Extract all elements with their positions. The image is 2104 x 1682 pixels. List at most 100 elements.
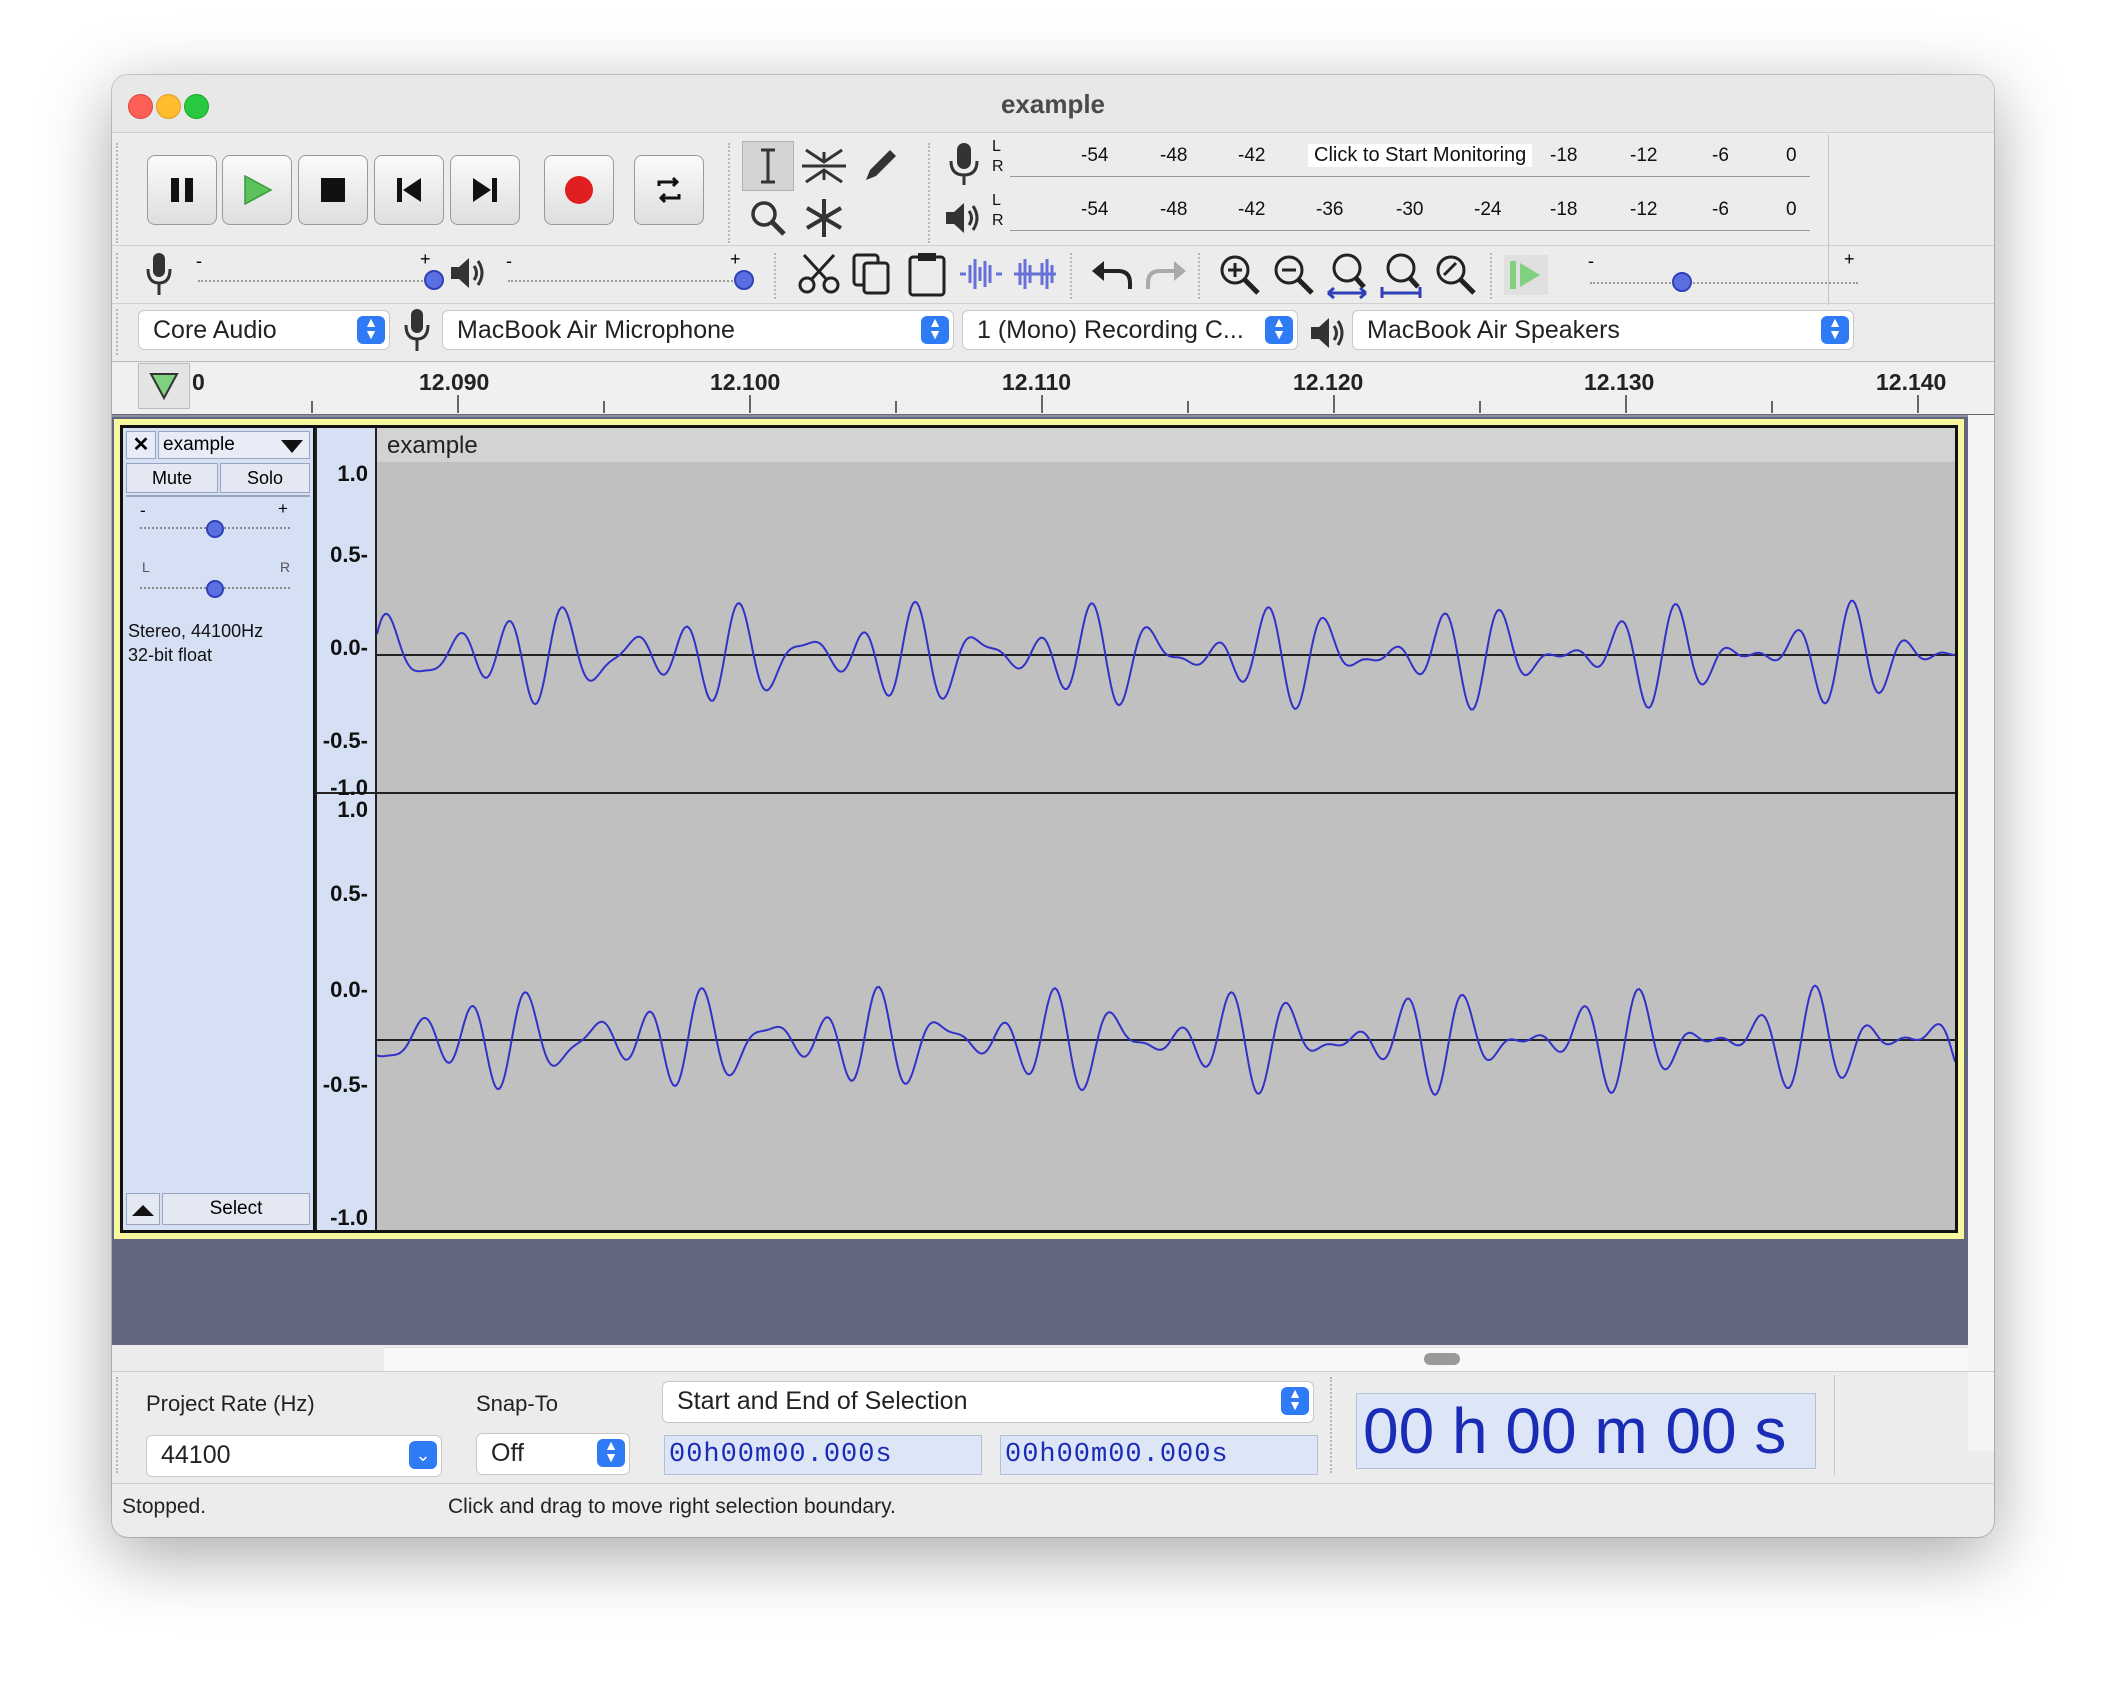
close-window-button[interactable] — [128, 94, 153, 119]
clip-name: example — [387, 432, 478, 459]
multi-tool[interactable] — [798, 193, 850, 243]
zoom-in-button[interactable] — [1216, 251, 1262, 297]
status-hint: Click and drag to move right selection b… — [448, 1495, 896, 1518]
audio-host-dropdown[interactable]: Core Audio ▲ ▼ — [138, 310, 390, 350]
envelope-tool[interactable] — [798, 141, 850, 191]
clip-title-bar[interactable]: example — [377, 428, 1955, 462]
toolbar-grip[interactable] — [116, 1377, 124, 1473]
waveform[interactable] — [377, 428, 1955, 1230]
chevron-up-down-icon: ▲ ▼ — [1821, 315, 1849, 344]
gain-plus-label: + — [278, 499, 288, 518]
toolbar-grip[interactable] — [1070, 253, 1078, 299]
cut-button[interactable] — [796, 251, 842, 297]
ruler-tick-label: 12.100 — [710, 369, 781, 395]
toolbar-grip[interactable] — [728, 143, 736, 243]
close-icon: ✕ — [132, 434, 150, 456]
scale-label: 0.5- — [330, 542, 368, 567]
toolbar-grip[interactable] — [774, 253, 782, 299]
record-meter[interactable]: -54 -48 -42 Click to Start Monitoring -1… — [1010, 143, 1810, 177]
loop-button[interactable] — [634, 155, 704, 225]
solo-button[interactable]: Solo — [220, 463, 310, 493]
slider-minus-label: - — [196, 251, 202, 271]
toolbar-grip[interactable] — [928, 143, 936, 243]
stop-button[interactable] — [298, 155, 368, 225]
selection-end-time[interactable]: 00h00m00.000s — [1000, 1435, 1318, 1475]
skip-to-end-button[interactable] — [450, 155, 520, 225]
draw-tool[interactable] — [854, 141, 906, 191]
toolbar-grip[interactable] — [1490, 253, 1498, 299]
play-button[interactable] — [222, 155, 292, 225]
record-meter-button[interactable] — [938, 139, 990, 189]
meter-tick: -42 — [1238, 199, 1266, 220]
minimize-window-button[interactable] — [156, 94, 181, 119]
slider-thumb[interactable] — [424, 270, 444, 290]
i-beam-icon — [761, 148, 775, 184]
selection-tool[interactable] — [742, 141, 794, 191]
vertical-ruler[interactable] — [315, 428, 377, 1230]
pan-left-label: L — [142, 559, 150, 575]
slider-thumb[interactable] — [734, 270, 754, 290]
play-head-button[interactable] — [138, 363, 190, 409]
playback-meter[interactable]: -54 -48 -42 -36 -30 -24 -18 -12 -6 0 — [1010, 197, 1810, 231]
recording-channels-dropdown[interactable]: 1 (Mono) Recording C... ▲ ▼ — [962, 310, 1298, 350]
copy-button[interactable] — [850, 251, 896, 297]
vertical-scrollbar[interactable] — [1968, 415, 1994, 1451]
recording-volume-slider[interactable] — [198, 278, 430, 282]
play-at-speed-button[interactable] — [1504, 255, 1548, 295]
slider-thumb[interactable] — [1672, 272, 1692, 292]
recording-device-dropdown[interactable]: MacBook Air Microphone ▲ ▼ — [442, 310, 954, 350]
slider-thumb[interactable] — [206, 520, 224, 538]
selection-mode-dropdown[interactable]: Start and End of Selection ▲ ▼ — [662, 1381, 1314, 1423]
skip-to-start-button[interactable] — [374, 155, 444, 225]
fit-selection-button[interactable] — [1324, 251, 1370, 299]
zoom-window-button[interactable] — [184, 94, 209, 119]
select-track-button[interactable]: Select — [162, 1193, 310, 1225]
record-icon — [565, 176, 593, 204]
scale-label: 1.0 — [337, 461, 368, 486]
playback-device-dropdown[interactable]: MacBook Air Speakers ▲ ▼ — [1352, 310, 1854, 350]
play-meter-button[interactable] — [938, 193, 990, 243]
record-button[interactable] — [544, 155, 614, 225]
ruler-tick-label: 12.120 — [1293, 369, 1364, 395]
selection-start-time[interactable]: 00h00m00.000s — [664, 1435, 982, 1475]
playback-volume-slider[interactable] — [508, 278, 740, 282]
silence-audio-button[interactable] — [1012, 251, 1058, 297]
trim-audio-button[interactable] — [958, 251, 1004, 297]
scrollbar-thumb[interactable] — [1424, 1353, 1460, 1365]
zoom-toggle-button[interactable] — [1432, 251, 1478, 297]
snap-to-dropdown[interactable]: Off ▲ ▼ — [476, 1433, 630, 1475]
project-rate-combobox[interactable]: 44100 ⌄ — [146, 1435, 442, 1477]
meter-channel-left: L — [992, 192, 1001, 209]
slider-plus-label: + — [1844, 249, 1855, 269]
mute-button[interactable]: Mute — [126, 463, 218, 493]
ruler-ticks — [311, 395, 1919, 413]
audio-position-display[interactable]: 00 h 00 m 00 s — [1356, 1393, 1816, 1469]
start-monitoring-hint[interactable]: Click to Start Monitoring — [1308, 144, 1533, 167]
ruler-tick-label: 12.130 — [1584, 369, 1655, 395]
slider-thumb[interactable] — [206, 580, 224, 598]
play-head-icon — [149, 373, 179, 401]
meter-tick: -6 — [1712, 145, 1729, 166]
zoom-tool[interactable] — [742, 193, 794, 243]
toolbar-grip[interactable] — [1198, 253, 1206, 299]
toolbar-grip[interactable] — [1330, 1377, 1338, 1473]
fit-project-button[interactable] — [1378, 251, 1424, 299]
track-menu-button[interactable]: example — [158, 431, 310, 459]
toolbar-grip[interactable] — [116, 309, 124, 355]
close-track-button[interactable]: ✕ — [126, 431, 156, 459]
collapse-track-button[interactable] — [126, 1193, 160, 1225]
playback-device-value: MacBook Air Speakers — [1367, 316, 1620, 344]
zoom-out-button[interactable] — [1270, 251, 1316, 297]
horizontal-scrollbar[interactable] — [384, 1347, 1968, 1372]
recording-device-value: MacBook Air Microphone — [457, 316, 735, 344]
chevron-up-down-icon: ▲ ▼ — [1281, 1386, 1309, 1415]
audio-clip[interactable] — [377, 428, 1955, 1230]
toolbar-grip[interactable] — [116, 143, 124, 243]
pause-button[interactable] — [147, 155, 217, 225]
undo-button[interactable] — [1090, 253, 1136, 297]
playback-speed-slider[interactable] — [1590, 280, 1858, 284]
meter-tick: -48 — [1160, 199, 1188, 220]
paste-button[interactable] — [904, 251, 950, 297]
redo-button[interactable] — [1142, 253, 1188, 297]
toolbar-grip[interactable] — [116, 253, 124, 299]
